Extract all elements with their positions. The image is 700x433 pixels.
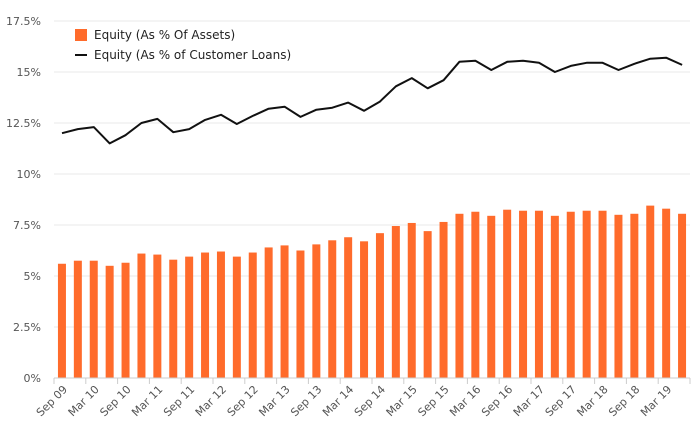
legend-swatch-bar	[75, 29, 87, 41]
bar	[614, 214, 623, 378]
bar	[232, 256, 241, 378]
bar	[169, 259, 178, 378]
bar	[296, 250, 305, 378]
y-tick-label: 17.5%	[6, 15, 41, 28]
x-tick-label: Sep 18	[606, 383, 642, 419]
bar	[57, 263, 66, 378]
x-tick-label: Sep 15	[415, 383, 451, 419]
bar	[407, 222, 416, 378]
bar	[423, 231, 432, 378]
x-tick-label: Mar 18	[574, 383, 610, 419]
bar	[264, 247, 273, 378]
bar	[153, 254, 162, 378]
bar	[630, 213, 639, 378]
y-axis-tick-labels: 0% 2.5% 5% 7.5% 10% 12.5% 15% 17.5%	[6, 15, 41, 385]
bar	[391, 226, 400, 378]
bar	[503, 209, 512, 378]
x-tick-label: Sep 16	[479, 383, 515, 419]
y-tick-label: 7.5%	[13, 219, 41, 232]
bar	[185, 256, 194, 378]
y-tick-label: 12.5%	[6, 117, 41, 130]
bar	[678, 213, 687, 378]
bar	[375, 233, 384, 378]
bar	[550, 215, 559, 378]
line-series	[61, 56, 683, 145]
x-tick-label: Sep 12	[225, 383, 261, 419]
bar	[439, 221, 448, 378]
bar	[137, 253, 146, 378]
bar	[121, 262, 130, 378]
y-tick-label: 0%	[24, 372, 41, 385]
x-tick-label: Sep 10	[97, 383, 133, 419]
legend-label-bar: Equity (As % Of Assets)	[94, 28, 235, 42]
bar	[519, 210, 528, 378]
x-tick-label: Sep 13	[288, 383, 324, 419]
x-tick-label: Mar 11	[129, 383, 165, 419]
bar	[455, 213, 464, 378]
x-tick-label: Sep 17	[543, 383, 579, 419]
bar	[201, 252, 210, 378]
x-tick-label: Mar 19	[638, 383, 674, 419]
x-tick-label: Mar 13	[256, 383, 292, 419]
y-tick-label: 5%	[24, 270, 41, 283]
x-tick-label: Mar 14	[320, 383, 356, 419]
bar	[216, 251, 225, 378]
bar	[598, 210, 607, 378]
bar	[582, 210, 591, 378]
grid-lines	[54, 20, 690, 328]
bar	[534, 210, 543, 378]
bar	[566, 211, 575, 378]
x-tick-label: Sep 11	[161, 383, 197, 419]
bar	[487, 215, 496, 378]
bar	[662, 208, 671, 378]
x-tick-label: Mar 10	[66, 383, 102, 419]
y-tick-label: 15%	[17, 66, 41, 79]
x-tick-label: Mar 17	[511, 383, 547, 419]
bar	[471, 211, 480, 378]
legend-label-line: Equity (As % of Customer Loans)	[94, 48, 291, 62]
bar	[105, 265, 114, 378]
x-tick-label: Mar 12	[193, 383, 229, 419]
line-series-path	[61, 56, 683, 145]
bar	[344, 237, 353, 378]
bar	[328, 240, 337, 378]
bar-series	[57, 205, 687, 378]
x-tick-label: Mar 16	[447, 383, 483, 419]
legend: Equity (As % Of Assets) Equity (As % of …	[75, 28, 291, 62]
bar	[646, 205, 655, 378]
bar	[89, 260, 98, 378]
bar	[360, 241, 369, 378]
bar	[73, 260, 82, 378]
bar	[248, 252, 257, 378]
x-tick-label: Sep 09	[34, 383, 70, 419]
y-tick-label: 10%	[17, 168, 41, 181]
x-tick-label: Mar 15	[384, 383, 420, 419]
bar	[280, 245, 289, 378]
bar	[312, 244, 321, 378]
y-tick-label: 2.5%	[13, 321, 41, 334]
x-tick-label: Sep 14	[352, 383, 388, 419]
